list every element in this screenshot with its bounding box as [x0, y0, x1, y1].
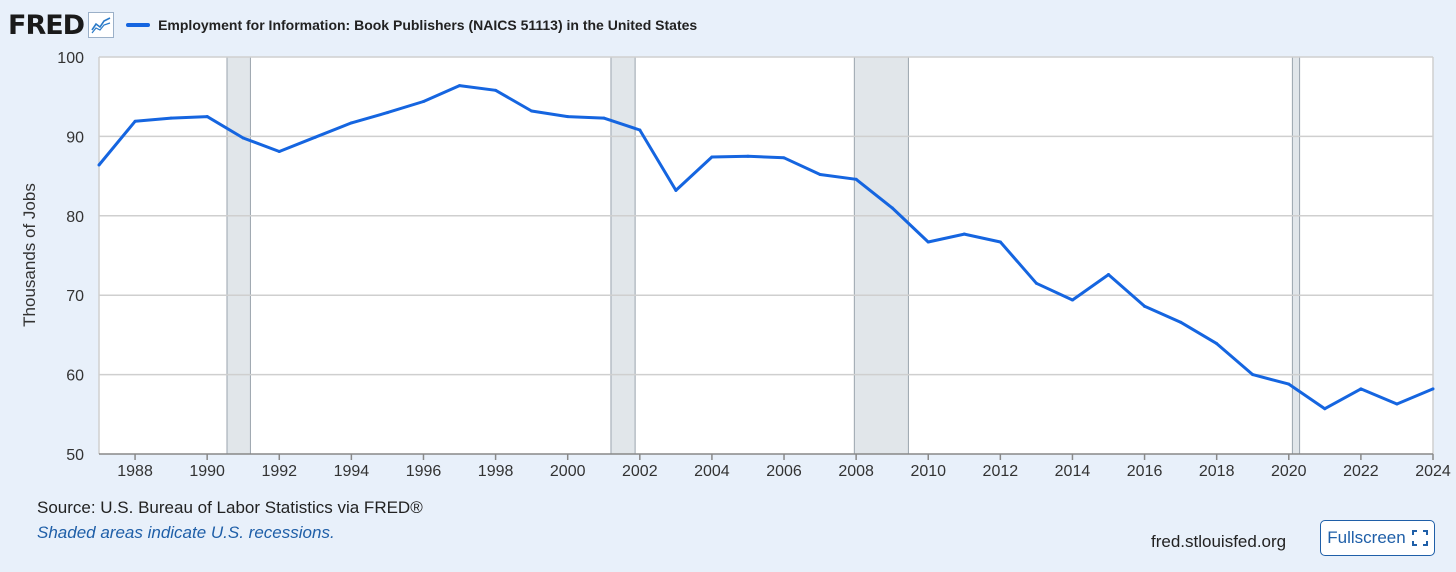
x-tick-label-1996: 1996	[406, 463, 442, 480]
x-tick-label-2014: 2014	[1055, 463, 1091, 480]
y-tick-label-60: 60	[66, 368, 84, 385]
data-point-2003	[674, 188, 678, 192]
legend-label: Employment for Information: Book Publish…	[158, 17, 698, 33]
fred-chart-icon[interactable]	[88, 12, 115, 38]
x-tick-label-2024: 2024	[1415, 463, 1451, 480]
x-tick-label-1992: 1992	[261, 463, 297, 480]
x-tick-label-1988: 1988	[117, 463, 153, 480]
data-point-2001	[602, 116, 606, 120]
y-tick-label-80: 80	[66, 209, 84, 226]
x-tick-label-2010: 2010	[910, 463, 946, 480]
data-point-1994	[349, 121, 353, 125]
data-point-2011	[962, 232, 966, 236]
data-point-2014	[1070, 298, 1074, 302]
y-axis-label: Thousands of Jobs	[20, 183, 39, 327]
x-tick-label-2018: 2018	[1199, 463, 1235, 480]
data-point-2005	[746, 154, 750, 158]
x-tick-label-1998: 1998	[478, 463, 514, 480]
plot-area	[99, 57, 1433, 454]
data-point-1991	[241, 136, 245, 140]
data-point-1992	[277, 149, 281, 153]
data-point-2006	[782, 156, 786, 160]
data-point-2023	[1395, 402, 1399, 406]
x-tick-label-2000: 2000	[550, 463, 586, 480]
data-point-1996	[421, 99, 425, 103]
site-url[interactable]: fred.stlouisfed.org	[1151, 532, 1287, 551]
line-chart: 50 60 70 80 90 100 1988 1990 1992 1994 1996 1998 200…	[20, 50, 1451, 480]
y-tick-label-70: 70	[66, 288, 84, 305]
data-point-2018	[1215, 342, 1219, 346]
data-point-2004	[710, 155, 714, 159]
legend-line-swatch	[126, 23, 151, 27]
data-point-2016	[1143, 304, 1147, 308]
series-line-0	[97, 84, 1434, 411]
recession-band-1	[610, 56, 636, 455]
x-tick-label-2002: 2002	[622, 463, 658, 480]
data-point-2015	[1107, 273, 1111, 277]
x-tick-label-2004: 2004	[694, 463, 730, 480]
data-point-1987	[97, 163, 101, 167]
x-tick-label-2020: 2020	[1271, 463, 1307, 480]
x-tick-label-1994: 1994	[334, 463, 370, 480]
data-point-1999	[530, 109, 534, 113]
data-point-2013	[1034, 281, 1038, 285]
recession-band-2	[853, 56, 909, 455]
data-point-2024	[1431, 387, 1435, 391]
expand-icon	[1411, 530, 1428, 546]
data-point-1998	[494, 88, 498, 92]
data-point-1988	[133, 119, 137, 123]
x-tick-label-2022: 2022	[1343, 463, 1379, 480]
chart-header: FRED Employment for Information: Book Pu…	[8, 8, 697, 42]
y-tick-label-90: 90	[66, 129, 84, 146]
fred-logo[interactable]: FRED	[8, 9, 85, 41]
recession-note: Shaded areas indicate U.S. recessions.	[37, 523, 335, 542]
data-point-2009	[890, 206, 894, 210]
x-tick-label-1990: 1990	[189, 463, 225, 480]
recession-band-3	[1291, 56, 1301, 455]
x-tick-label-2008: 2008	[838, 463, 874, 480]
data-point-2017	[1179, 320, 1183, 324]
data-point-2019	[1251, 373, 1255, 377]
data-point-2021	[1323, 407, 1327, 411]
data-point-1990	[205, 115, 209, 119]
data-point-2020	[1287, 382, 1291, 386]
recession-band-0	[226, 56, 251, 455]
data-point-1989	[169, 116, 173, 120]
data-point-1997	[458, 84, 462, 88]
data-point-2008	[854, 177, 858, 181]
data-point-1993	[313, 135, 317, 139]
fullscreen-label: Fullscreen	[1327, 528, 1406, 547]
source-text: Source: U.S. Bureau of Labor Statistics …	[37, 498, 423, 517]
x-tick-label-2012: 2012	[983, 463, 1019, 480]
x-tick-label-2016: 2016	[1127, 463, 1163, 480]
data-point-2012	[998, 240, 1002, 244]
data-point-1995	[385, 111, 389, 115]
data-point-2000	[566, 115, 570, 119]
data-point-2022	[1359, 387, 1363, 391]
x-tick-label-2006: 2006	[766, 463, 802, 480]
y-tick-label-50: 50	[66, 447, 84, 464]
data-point-2010	[926, 240, 930, 244]
data-point-2007	[818, 173, 822, 177]
y-tick-label-100: 100	[57, 50, 84, 67]
data-point-2002	[638, 128, 642, 132]
fullscreen-button[interactable]: Fullscreen	[1320, 520, 1435, 556]
